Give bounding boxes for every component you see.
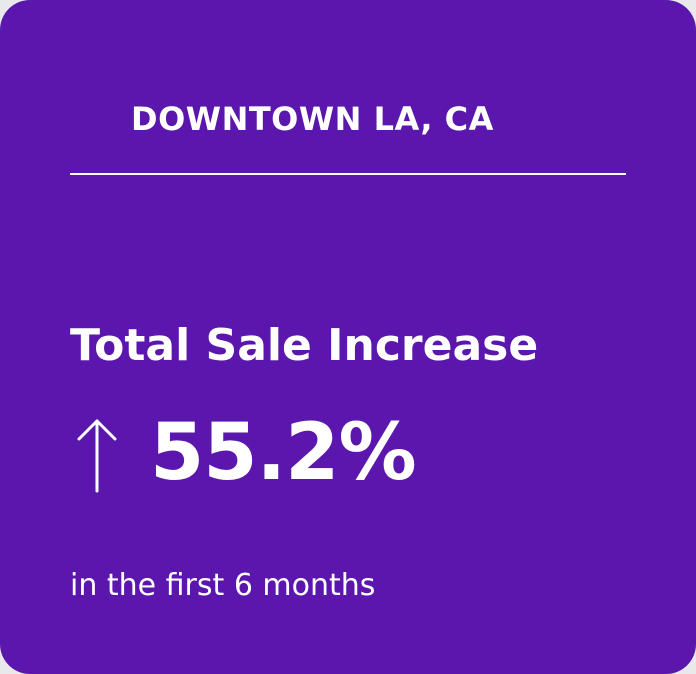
location-label: DOWNTOWN LA, CA (131, 100, 494, 138)
metric-row: 55.2% (72, 408, 417, 498)
metric-caption: in the first 6 months (70, 568, 376, 603)
metric-title: Total Sale Increase (70, 320, 539, 371)
metric-value: 55.2% (150, 408, 417, 498)
arrow-up-icon (72, 413, 122, 493)
divider (70, 173, 626, 175)
